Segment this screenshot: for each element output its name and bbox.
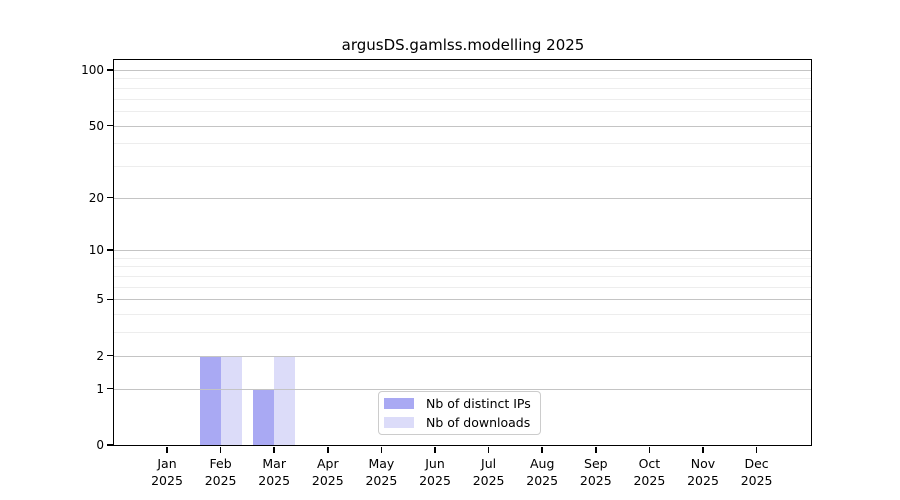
x-axis-tick: [541, 446, 543, 453]
y-axis-tick: [106, 249, 113, 251]
legend-label-downloads: Nb of downloads: [426, 414, 531, 430]
gridline-minor: [114, 276, 811, 278]
x-axis-tick-label: May 2025: [365, 456, 398, 488]
bar-distinct-ips: [253, 388, 275, 445]
x-axis-tick: [166, 446, 168, 453]
x-axis-tick-label: Sep 2025: [579, 456, 612, 488]
legend-item-downloads: Nb of downloads: [384, 414, 534, 431]
x-axis-tick: [327, 446, 329, 453]
y-axis-tick: [106, 354, 113, 357]
bar-distinct-ips: [199, 355, 221, 445]
x-axis-tick-label: Apr 2025: [311, 456, 344, 488]
gridline-minor: [114, 87, 811, 89]
bar-downloads: [220, 355, 242, 445]
y-axis-tick: [106, 387, 113, 390]
y-axis-tick-label: 1: [96, 381, 104, 396]
x-axis-tick: [487, 446, 490, 453]
legend-item-distinct-ips: Nb of distinct IPs: [384, 395, 534, 412]
gridline-minor: [114, 143, 811, 145]
gridline-minor: [114, 110, 811, 112]
y-axis-tick-label: 50: [88, 118, 104, 133]
legend: Nb of distinct IPs Nb of downloads: [378, 391, 541, 435]
gridline-major: [114, 388, 811, 390]
gridline-major: [114, 355, 811, 357]
x-axis-tick: [755, 446, 758, 453]
legend-swatch-downloads: [384, 416, 414, 428]
x-axis-tick: [702, 446, 704, 453]
y-axis-tick-label: 20: [88, 190, 104, 205]
x-axis-tick: [380, 446, 383, 453]
bar-downloads: [274, 355, 296, 445]
y-axis-tick-label: 2: [96, 348, 104, 363]
x-axis-tick-label: Aug 2025: [526, 456, 559, 488]
gridline-minor: [114, 98, 811, 100]
y-axis-tick: [106, 69, 113, 71]
y-axis-tick-label: 100: [81, 63, 104, 77]
chart-title: argusDS.gamlss.modelling 2025: [341, 36, 585, 54]
x-axis-tick-label: Oct 2025: [633, 456, 666, 488]
x-axis-tick: [219, 446, 222, 453]
gridline-major: [114, 197, 811, 199]
gridline-major: [114, 125, 811, 127]
y-axis-tick: [106, 196, 113, 199]
gridline-minor: [114, 286, 811, 288]
x-axis-tick-label: Mar 2025: [258, 456, 291, 488]
y-axis-tick-label: 10: [88, 243, 104, 258]
plot-area: Nb of distinct IPs Nb of downloads 0 1 2 5 1…: [81, 59, 812, 488]
x-axis-tick-label: Dec 2025: [740, 456, 773, 488]
gridline-minor: [114, 257, 811, 259]
x-axis-tick: [273, 446, 275, 453]
y-axis-tick-label: 0: [96, 438, 104, 452]
x-axis-tick: [648, 446, 651, 453]
x-axis-tick-label: Jun 2025: [419, 456, 451, 488]
x-axis-tick-label: Feb 2025: [204, 456, 237, 488]
gridline-minor: [114, 314, 811, 316]
y-axis-tick: [106, 444, 113, 446]
y-axis-tick-label: 5: [96, 292, 104, 307]
gridline-major: [114, 299, 811, 301]
gridline-minor: [114, 266, 811, 268]
x-axis-tick: [434, 446, 436, 453]
legend-swatch-distinct-ips: [384, 398, 414, 410]
legend-label-distinct-ips: Nb of distinct IPs: [426, 396, 531, 412]
gridline-minor: [114, 78, 811, 80]
y-axis-tick: [106, 298, 113, 301]
gridline-minor: [114, 332, 811, 334]
y-axis-tick: [106, 124, 113, 127]
x-axis-tick: [595, 446, 597, 453]
gridline-major: [114, 250, 811, 252]
x-axis-tick-label: Jul 2025: [472, 456, 505, 488]
x-axis-tick-label: Nov 2025: [687, 456, 719, 488]
x-axis-tick-label: Jan 2025: [151, 456, 183, 488]
gridline-minor: [114, 165, 811, 167]
gridline-major: [114, 70, 811, 71]
